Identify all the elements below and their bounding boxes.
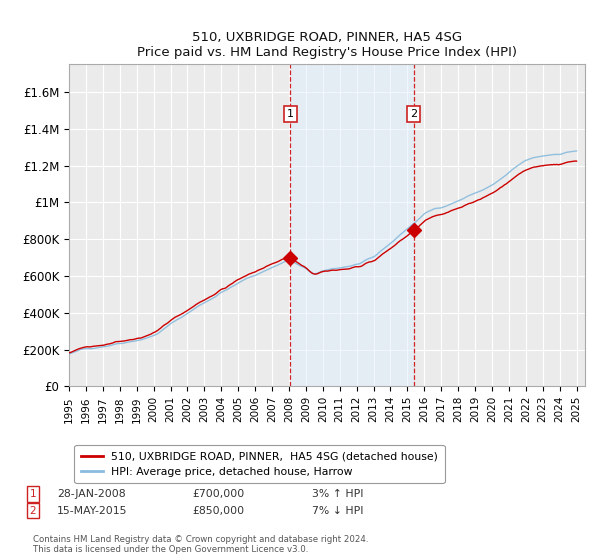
Text: Contains HM Land Registry data © Crown copyright and database right 2024.
This d: Contains HM Land Registry data © Crown c…: [33, 535, 368, 554]
Text: 2: 2: [410, 109, 417, 119]
Bar: [290, 64, 413, 386]
Text: 3% ↑ HPI: 3% ↑ HPI: [312, 489, 364, 499]
Text: 1: 1: [287, 109, 294, 119]
Text: £850,000: £850,000: [192, 506, 244, 516]
Text: 2: 2: [29, 506, 37, 516]
Title: 510, UXBRIDGE ROAD, PINNER, HA5 4SG
Price paid vs. HM Land Registry's House Pric: 510, UXBRIDGE ROAD, PINNER, HA5 4SG Pric…: [137, 31, 517, 59]
Legend: 510, UXBRIDGE ROAD, PINNER,  HA5 4SG (detached house), HPI: Average price, detac: 510, UXBRIDGE ROAD, PINNER, HA5 4SG (det…: [74, 445, 445, 483]
Text: 1: 1: [29, 489, 37, 499]
Text: 15-MAY-2015: 15-MAY-2015: [57, 506, 128, 516]
Text: £700,000: £700,000: [192, 489, 244, 499]
Text: 7% ↓ HPI: 7% ↓ HPI: [312, 506, 364, 516]
Text: 28-JAN-2008: 28-JAN-2008: [57, 489, 125, 499]
